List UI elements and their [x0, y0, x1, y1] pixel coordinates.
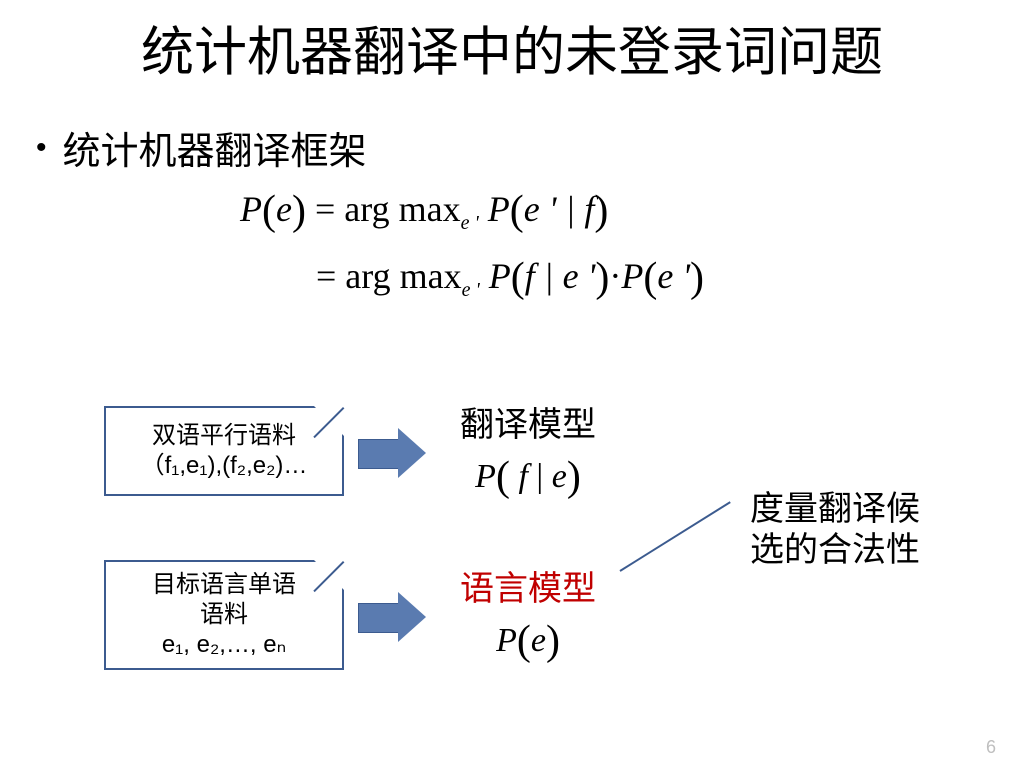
- card1-line2: （f₁,e₁),(f₂,e₂)…: [106, 451, 342, 481]
- card-bilingual-corpus: 双语平行语料 （f₁,e₁),(f₂,e₂)…: [104, 406, 344, 496]
- label1-formula: P( f | e): [460, 449, 596, 499]
- bullet-text: 统计机器翻译框架: [63, 120, 367, 175]
- label2-title: 语言模型: [460, 570, 596, 611]
- note-measure-legality: 度量翻译候 选的合法性: [750, 490, 920, 572]
- equation-line-2: = arg maxe ' P(f | e ')·P(e '): [240, 245, 704, 306]
- note-line2: 选的合法性: [750, 531, 920, 572]
- slide: 统计机器翻译中的未登录词问题 • 统计机器翻译框架 P(e) = arg max…: [0, 0, 1024, 768]
- note-line1: 度量翻译候: [750, 490, 920, 531]
- label-translation-model: 翻译模型 P( f | e): [460, 406, 596, 499]
- equation-line-1: P(e) = arg maxe ' P(e ' | f): [240, 178, 704, 239]
- bullet-row: • 统计机器翻译框架: [36, 120, 367, 175]
- label-language-model: 语言模型 P(e): [460, 570, 596, 663]
- slide-title: 统计机器翻译中的未登录词问题: [0, 10, 1024, 86]
- bullet-dot: •: [36, 131, 47, 165]
- connector-line: [619, 501, 730, 572]
- page-number: 6: [986, 737, 996, 758]
- card2-line1: 目标语言单语: [106, 570, 342, 600]
- card1-line1: 双语平行语料: [106, 421, 342, 451]
- card2-line3: e₁, e₂,…, eₙ: [106, 630, 342, 660]
- arrow-icon: [358, 428, 428, 478]
- equation-block: P(e) = arg maxe ' P(e ' | f) = arg maxe …: [240, 178, 704, 306]
- label2-formula: P(e): [460, 613, 596, 663]
- card2-line2: 语料: [106, 600, 342, 630]
- label1-title: 翻译模型: [460, 406, 596, 447]
- card-target-corpus: 目标语言单语 语料 e₁, e₂,…, eₙ: [104, 560, 344, 670]
- arrow-icon: [358, 592, 428, 642]
